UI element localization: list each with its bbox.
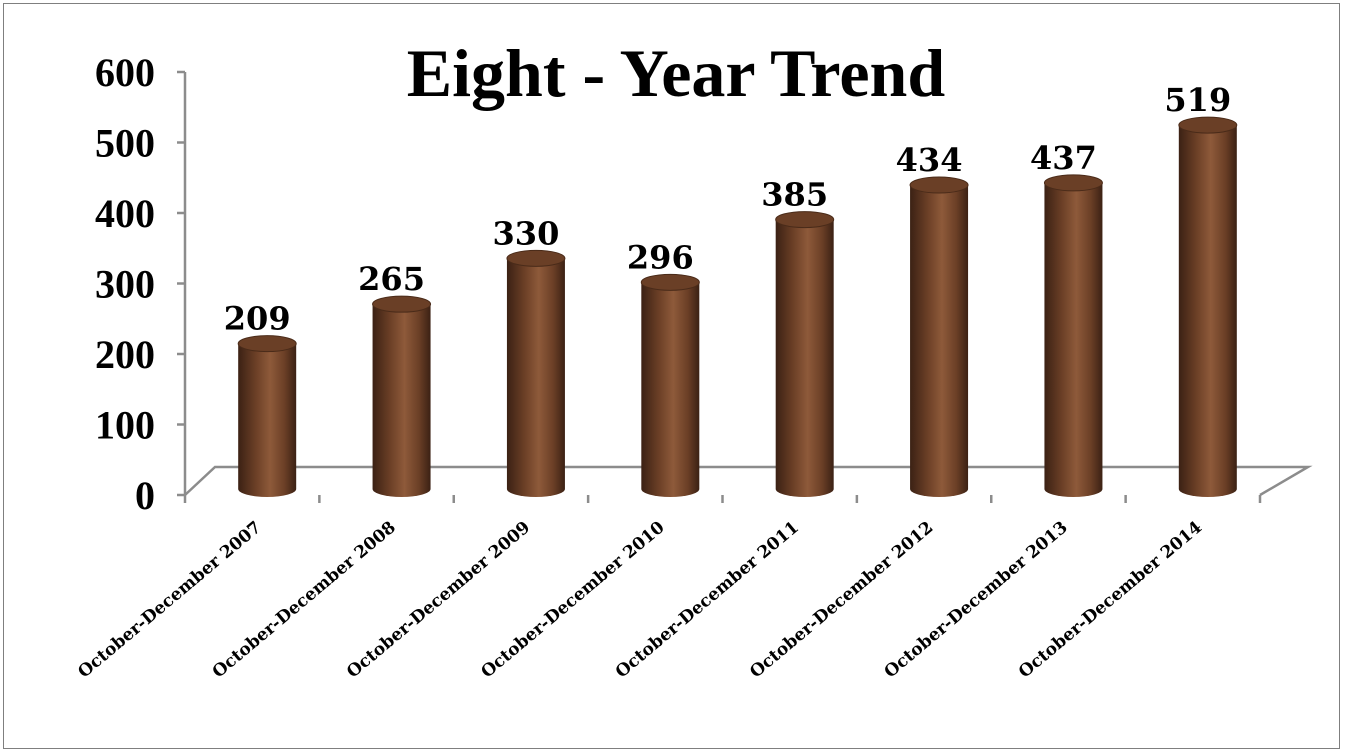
bar-top [776, 212, 834, 228]
bar [1179, 117, 1237, 497]
bar [641, 274, 699, 497]
bar-top [910, 177, 968, 193]
bar-top [1179, 117, 1237, 133]
data-label: 434 [896, 141, 963, 179]
y-tick-label: 300 [95, 262, 155, 307]
data-label: 330 [493, 214, 560, 252]
y-tick-label: 600 [95, 50, 155, 95]
data-label: 265 [358, 260, 425, 298]
data-label: 437 [1030, 139, 1097, 177]
y-tick-label: 500 [95, 121, 155, 166]
bar [373, 296, 431, 497]
data-label: 209 [224, 300, 291, 338]
bar [910, 177, 968, 497]
bar-top [373, 296, 431, 312]
y-tick-label: 200 [95, 332, 155, 377]
bar-body [1044, 183, 1102, 497]
bar [1044, 175, 1102, 497]
bar-body [776, 220, 834, 497]
bar-body [641, 282, 699, 497]
bar-body [1179, 125, 1237, 497]
chart-frame: 0 100 200 300 400 500 600 October-December 200… [3, 3, 1340, 749]
data-label: 296 [627, 238, 694, 276]
data-label: 519 [1164, 81, 1231, 119]
y-axis: 0 100 200 300 400 500 600 [95, 50, 185, 518]
chart-canvas: 0 100 200 300 400 500 600 October-December 200… [4, 4, 1341, 750]
y-tick-label: 0 [135, 473, 155, 518]
bar-body [507, 258, 565, 497]
bar-top [1044, 175, 1102, 191]
data-label: 385 [761, 176, 828, 214]
bar [238, 336, 296, 497]
floor-outline [185, 467, 1308, 495]
bar [507, 250, 565, 497]
bar-top [507, 250, 565, 266]
y-tick-label: 400 [95, 191, 155, 236]
chart-floor [185, 467, 1308, 495]
bar [776, 212, 834, 497]
y-tick-label: 100 [95, 403, 155, 448]
bar-body [910, 185, 968, 497]
bar-body [373, 304, 431, 497]
bar-top [238, 336, 296, 352]
chart-title: Eight - Year Trend [407, 35, 946, 111]
bar-body [238, 344, 296, 497]
bar-top [641, 274, 699, 290]
